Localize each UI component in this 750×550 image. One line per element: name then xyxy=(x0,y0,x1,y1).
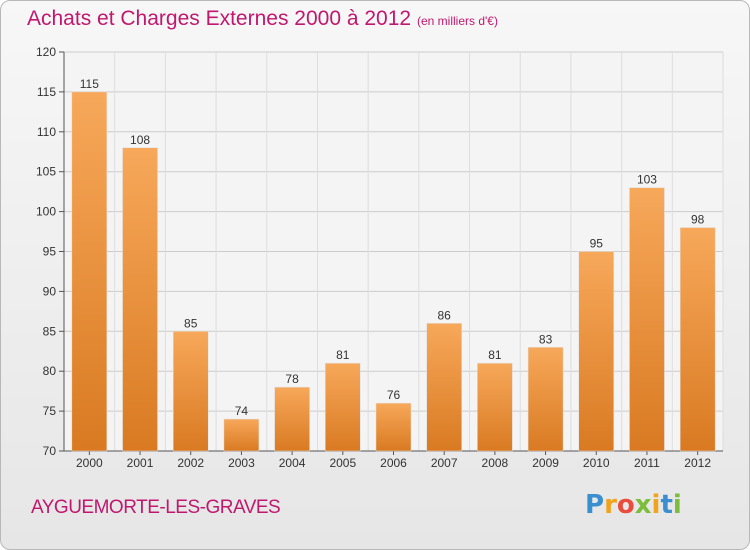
proxiti-logo: Proxiti xyxy=(585,490,682,520)
axes: 70 75 80 85 90 95 100 105 110 115 120 2000 2001 2002 2… xyxy=(36,45,723,470)
data-label-2007: 86 xyxy=(438,308,452,322)
data-label-2006: 76 xyxy=(387,388,401,402)
y-tick-label: 100 xyxy=(36,205,56,219)
data-label-2005: 81 xyxy=(336,348,350,362)
x-tick-label-2003: 2003 xyxy=(228,456,255,470)
data-label-2003: 74 xyxy=(235,404,249,418)
x-tick-label-2010: 2010 xyxy=(583,456,610,470)
logo-letter: o xyxy=(616,490,635,520)
y-tick-label: 75 xyxy=(43,404,57,418)
logo-letter: i xyxy=(651,490,661,520)
bar-2001 xyxy=(122,147,158,452)
chart-title: Achats et Charges Externes 2000 à 2012 xyxy=(27,7,412,30)
x-tick-label-2004: 2004 xyxy=(279,456,306,470)
bar-2007 xyxy=(426,323,462,452)
x-tick-label-2005: 2005 xyxy=(329,456,356,470)
x-tick-label-2001: 2001 xyxy=(127,456,154,470)
data-label-2010: 95 xyxy=(590,237,604,251)
x-tick-label-2006: 2006 xyxy=(380,456,407,470)
logo-letter: i xyxy=(672,490,682,520)
bars xyxy=(71,91,716,452)
logo-letter: r xyxy=(604,490,617,520)
data-label-2011: 103 xyxy=(637,173,657,187)
data-label-2002: 85 xyxy=(184,316,198,330)
y-tick-label: 80 xyxy=(43,364,57,378)
logo-letter: P xyxy=(585,490,605,520)
labels: 115 108 85 74 78 81 76 86 81 83 95 103 98 xyxy=(80,77,705,418)
x-tick-label-2011: 2011 xyxy=(634,456,660,470)
x-tick-label-2012: 2012 xyxy=(684,456,711,470)
bar-2003 xyxy=(223,418,260,452)
bar-2011 xyxy=(629,187,665,452)
y-tick-label: 115 xyxy=(37,85,56,99)
bar-2004 xyxy=(274,386,310,452)
commune-name: AYGUEMORTE-LES-GRAVES xyxy=(31,497,281,518)
x-tick-label-2007: 2007 xyxy=(431,456,458,470)
bar-2002 xyxy=(172,331,209,452)
bar-2000 xyxy=(71,91,108,452)
y-tick-label: 90 xyxy=(43,284,57,298)
y-tick-label: 105 xyxy=(36,165,56,179)
x-tick-label-2000: 2000 xyxy=(76,456,103,470)
y-tick-label: 110 xyxy=(37,125,56,139)
bar-2008 xyxy=(477,362,513,452)
data-label-2012: 98 xyxy=(691,213,705,227)
bar-2012 xyxy=(679,227,716,452)
data-label-2008: 81 xyxy=(488,348,502,362)
bar-2010 xyxy=(578,251,615,452)
y-tick-label: 95 xyxy=(43,245,57,259)
x-tick-label-2002: 2002 xyxy=(177,456,204,470)
bar-2005 xyxy=(325,362,361,452)
data-label-2000: 115 xyxy=(80,77,99,91)
data-label-2001: 108 xyxy=(130,133,150,147)
y-tick-label: 85 xyxy=(43,324,57,338)
x-tick-label-2008: 2008 xyxy=(482,456,509,470)
x-tick-label-2009: 2009 xyxy=(532,456,559,470)
logo-letter: t xyxy=(660,490,673,520)
chart-subtitle: (en milliers d'€) xyxy=(417,14,498,28)
logo-letter: x xyxy=(634,490,652,520)
bar-2006 xyxy=(375,402,412,452)
bar-2009 xyxy=(527,347,564,452)
y-tick-label: 120 xyxy=(36,45,56,59)
data-label-2009: 83 xyxy=(539,332,553,346)
data-label-2004: 78 xyxy=(285,372,299,386)
y-tick-label: 70 xyxy=(43,444,57,458)
